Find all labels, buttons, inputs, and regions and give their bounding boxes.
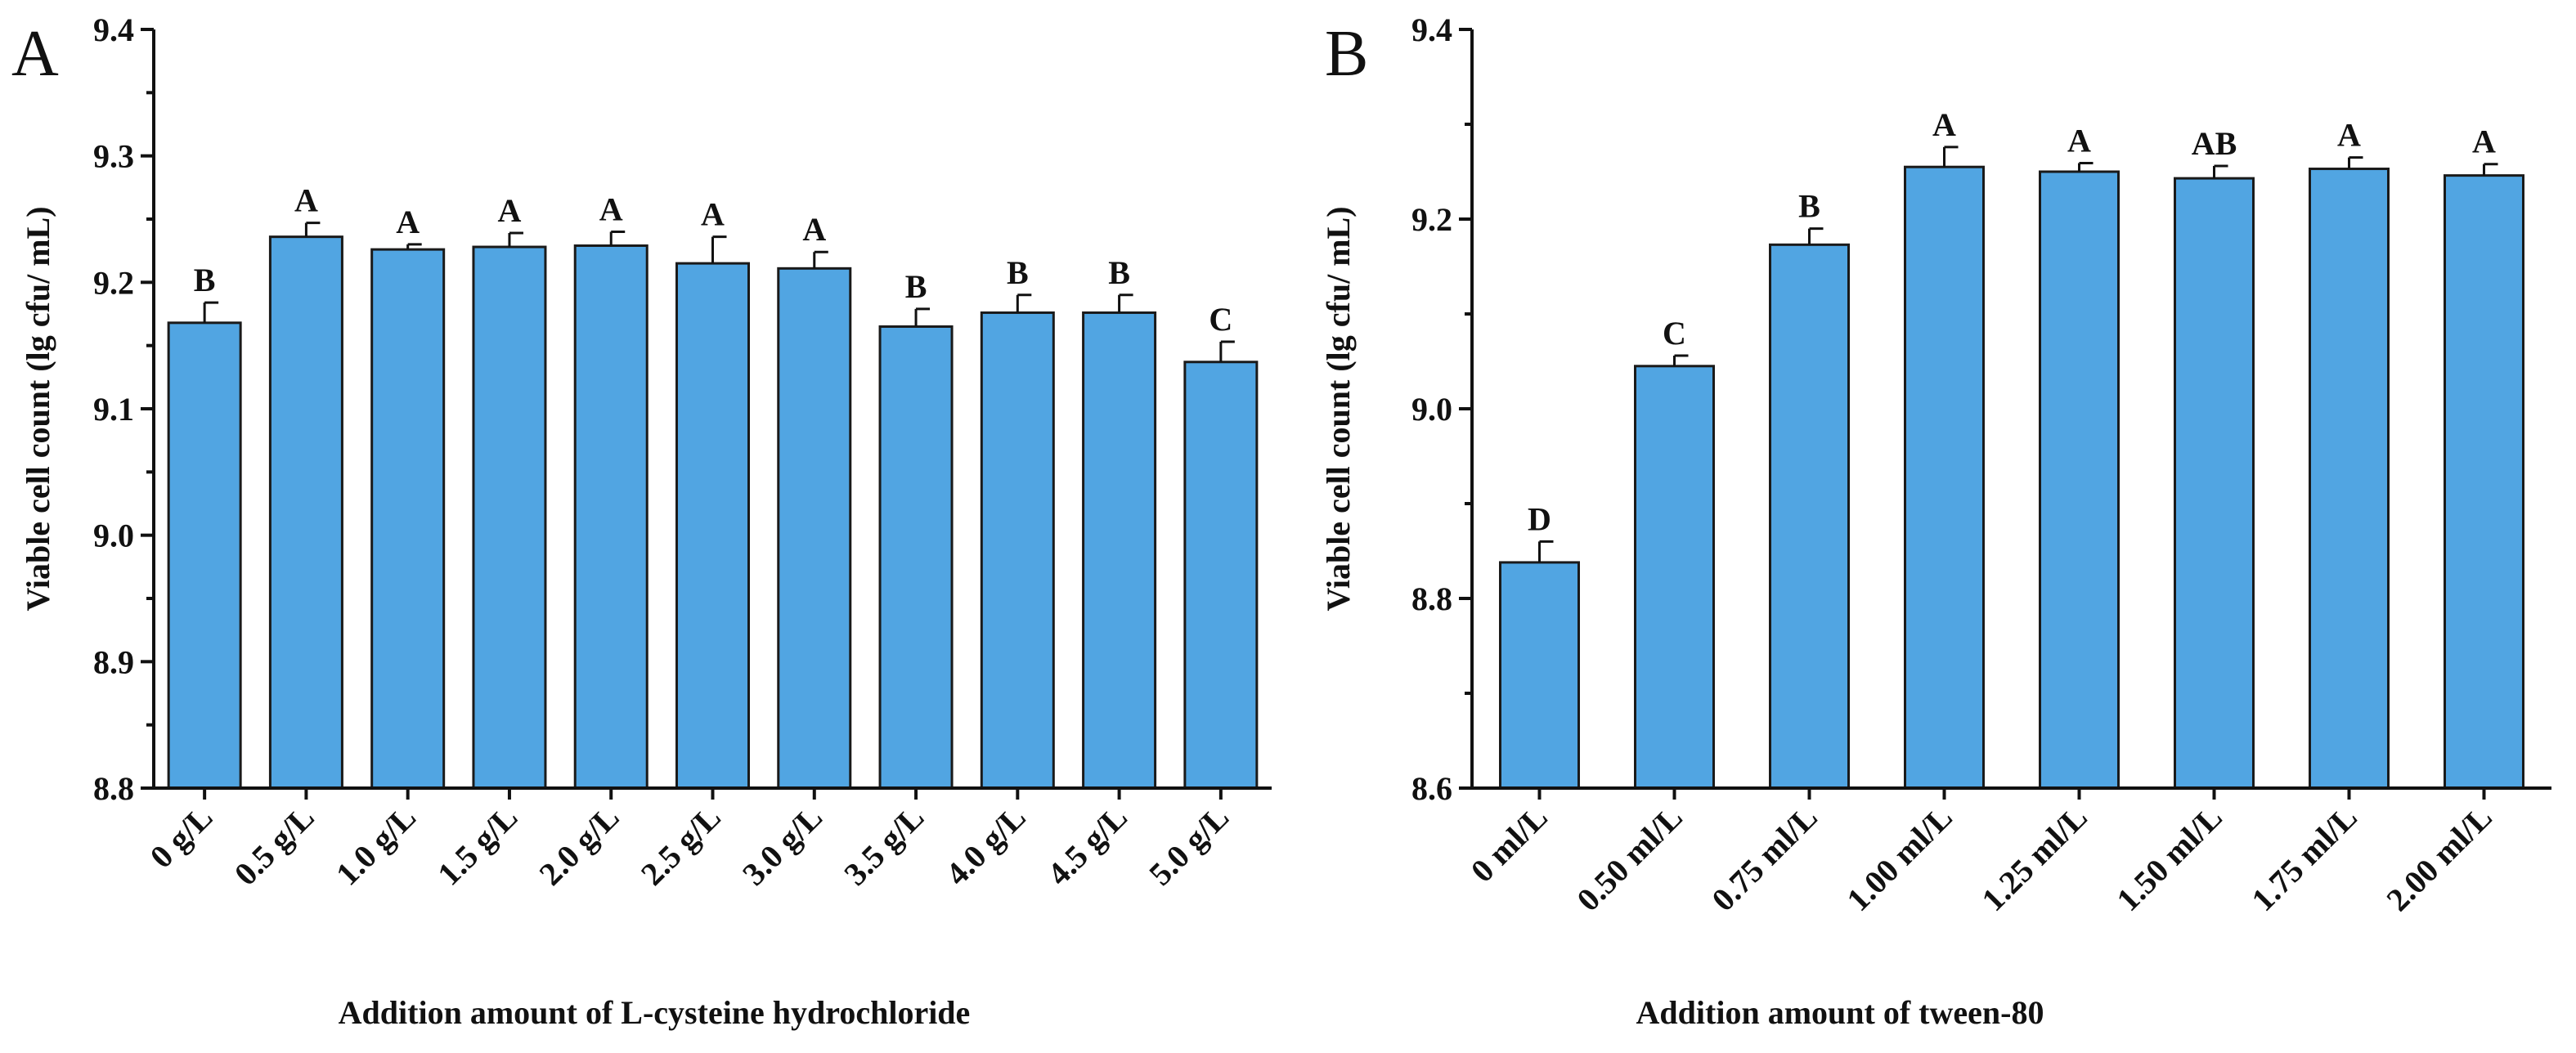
panel-a-significance-label: A [599,190,623,227]
panel-b-x-tick-label: 0.75 ml/L [1704,799,1824,919]
panel-a-error-bar [813,250,828,269]
panel-a-bar [675,262,750,790]
panel-a-significance-label: B [905,268,927,305]
panel-a-error-bar [1219,340,1235,362]
panel-b-y-tick-label: 8.6 [1411,770,1452,807]
panel-a-bar [878,325,954,790]
panel-a-x-tick-label: 2.5 g/L [634,799,728,893]
panel-b-letter: B [1325,18,1368,90]
panel-a-y-tick-label: 8.8 [93,770,134,807]
panel-a-x-tick-label: 3.5 g/L [837,799,931,893]
panel-a-bar [573,244,648,790]
panel-a-y-axis-title: Viable cell count (lg cfu/ mL) [20,206,56,611]
panel-a-error-bar [203,301,219,323]
panel-a-bar [268,235,343,790]
panel-b-significance-label: B [1798,188,1820,225]
panel-b-y-tick-label: 9.4 [1411,11,1452,48]
panel-b-bar [2039,170,2120,790]
panel-a-y-tick-label: 9.0 [93,518,134,554]
panel-a-y-tick-label: 9.1 [93,391,134,428]
panel-a-x-tick-label: 4.5 g/L [1040,799,1134,893]
panel-a-bar [1183,361,1259,790]
panel-b-error-bar [1943,146,1959,168]
panel-a-letter: A [11,18,59,90]
panel-a-x-tick-label: 5.0 g/L [1142,799,1236,893]
panel-a-error-bar [304,222,321,237]
panel-a: A Viable cell count (lg cfu/ mL) Additio… [11,11,1272,1031]
panel-b-significance-label: A [2337,117,2361,154]
panel-b-x-tick-label: 1.75 ml/L [2244,799,2364,919]
panel-a-significance-label: A [802,211,826,248]
panel-b-x-tick-label: 2.00 ml/L [2379,799,2499,919]
panel-a-x-tick-label: 0.5 g/L [227,799,321,893]
panel-b-x-tick-label: 0 ml/L [1464,799,1555,889]
panel-b: B Viable cell count (lg cfu/ mL) Additio… [1320,11,2551,1031]
panel-b-error-bar [2483,163,2498,176]
panel-b-x-tick-label: 0.50 ml/L [1569,799,1690,919]
panel-a-error-bar [508,231,523,248]
panel-a-bar [777,267,852,790]
panel-b-bar [1634,365,1715,790]
panel-b-bar [2444,174,2524,790]
panel-b-bar [1769,243,1850,790]
panel-a-significance-label: B [1108,254,1130,291]
panel-a-bar [167,321,242,790]
panel-a-significance-label: A [294,182,318,219]
panel-a-x-tick-label: 4.0 g/L [939,799,1033,893]
panel-a-bar [370,248,446,790]
panel-a-error-bar [914,307,931,327]
panel-a-x-tick-label: 1.5 g/L [430,799,524,893]
panel-a-significance-label: B [194,262,216,298]
panel-b-significance-label: D [1528,500,1551,537]
panel-a-error-bar [711,235,727,264]
panel-a-x-tick-label: 3.0 g/L [735,799,829,893]
panel-b-bar [1499,561,1580,790]
panel-b-x-tick-label: 1.25 ml/L [1974,799,2094,919]
panel-b-error-bar [2078,162,2094,172]
panel-b-y-tick-label: 9.2 [1411,201,1452,238]
panel-b-bar [2174,177,2255,790]
panel-a-error-bar [609,230,626,246]
panel-a-error-bar [406,243,422,250]
panel-b-significance-label: AB [2192,125,2237,162]
panel-a-significance-label: B [1007,254,1029,291]
panel-b-error-bar [2213,164,2228,179]
panel-a-x-tick-label: 1.0 g/L [329,799,423,893]
panel-b-significance-label: A [2472,123,2496,160]
panel-b-error-bar [1538,540,1554,562]
panel-b-significance-label: A [1932,106,1956,143]
panel-b-significance-label: A [2067,123,2091,159]
panel-b-bar [1904,165,1985,790]
panel-b-x-tick-label: 1.50 ml/L [2109,799,2229,919]
panel-a-bar [980,311,1055,790]
panel-b-error-bar [1673,354,1689,366]
panel-a-x-tick-label: 0 g/L [143,799,220,876]
panel-a-significance-label: A [498,192,522,229]
panel-a-bar [472,245,547,790]
panel-a-y-tick-label: 9.2 [93,264,134,301]
panel-a-significance-label: A [701,196,725,233]
panel-b-x-axis-title: Addition amount of tween-80 [1636,994,2044,1031]
panel-b-bar [2309,168,2390,790]
panel-a-y-tick-label: 8.9 [93,643,134,680]
panel-a-error-bar [1118,293,1133,313]
panel-a-x-axis-title: Addition amount of L-cysteine hydrochlor… [339,994,971,1031]
panel-b-y-tick-label: 8.8 [1411,580,1452,617]
panel-a-x-tick-label: 2.0 g/L [532,799,626,893]
panel-a-y-tick-label: 9.4 [93,11,134,48]
panel-a-significance-label: A [396,204,420,240]
panel-b-y-axis-title: Viable cell count (lg cfu/ mL) [1320,206,1357,611]
panel-a-y-tick-label: 9.3 [93,138,134,175]
panel-b-y-tick-label: 9.0 [1411,391,1452,428]
panel-b-x-tick-label: 1.00 ml/L [1839,799,1959,919]
panel-a-significance-label: C [1209,301,1232,338]
panel-b-error-bar [1808,227,1824,245]
panel-a-error-bar [1016,293,1032,313]
panel-a-bar [1082,311,1157,790]
panel-b-significance-label: C [1663,315,1686,352]
panel-b-error-bar [2348,156,2363,169]
